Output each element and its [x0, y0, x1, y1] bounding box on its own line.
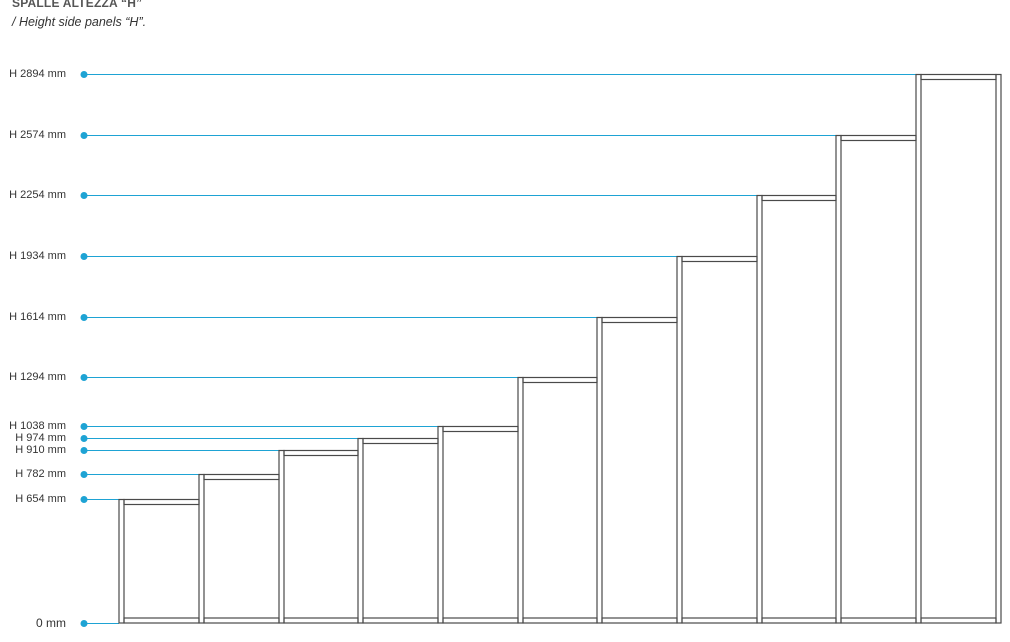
level-dot	[80, 447, 88, 454]
bottom-shelf	[442, 617, 519, 624]
level-label: H 1934 mm	[9, 250, 66, 262]
top-shelf	[203, 473, 280, 481]
side-panel	[676, 255, 683, 624]
level-dot	[80, 192, 88, 199]
side-panel	[756, 194, 763, 624]
side-panel	[596, 316, 603, 624]
bottom-shelf	[522, 617, 598, 624]
top-shelf	[522, 376, 598, 384]
side-panel	[118, 498, 125, 624]
level-label: 0 mm	[36, 616, 66, 630]
top-shelf	[920, 73, 997, 81]
level-label: H 910 mm	[15, 444, 66, 456]
bottom-shelf	[362, 617, 439, 624]
top-shelf	[681, 255, 758, 263]
bottom-shelf	[203, 617, 280, 624]
side-panel	[198, 473, 205, 624]
side-panel	[437, 425, 444, 624]
level-dot	[80, 620, 88, 627]
level-dot	[80, 132, 88, 139]
top-shelf	[840, 134, 917, 142]
level-dot	[80, 314, 88, 321]
side-panel	[915, 73, 922, 624]
bottom-shelf	[920, 617, 997, 624]
level-dot	[80, 423, 88, 430]
side-panel	[517, 376, 524, 624]
top-shelf	[442, 425, 519, 433]
level-label: H 2254 mm	[9, 189, 66, 201]
bottom-shelf	[761, 617, 837, 624]
bottom-shelf	[681, 617, 758, 624]
top-shelf	[761, 194, 837, 202]
level-label: H 1038 mm	[9, 420, 66, 432]
top-shelf	[283, 449, 359, 457]
level-label: H 782 mm	[15, 468, 66, 480]
level-label: H 1614 mm	[9, 311, 66, 323]
top-shelf	[123, 498, 200, 506]
level-label: H 2574 mm	[9, 129, 66, 141]
side-panel	[995, 73, 1002, 624]
side-panel	[835, 134, 842, 624]
level-label: H 974 mm	[15, 432, 66, 444]
level-dot	[80, 496, 88, 503]
page-subtitle: / Height side panels “H”.	[12, 15, 147, 29]
bottom-shelf	[840, 617, 917, 624]
side-panel	[278, 449, 285, 624]
bottom-shelf	[123, 617, 200, 624]
side-panel	[357, 437, 364, 624]
top-shelf	[362, 437, 439, 445]
level-dot	[80, 253, 88, 260]
level-label: H 654 mm	[15, 493, 66, 505]
page-title: SPALLE ALTEZZA “H”	[12, 0, 143, 10]
bottom-shelf	[283, 617, 359, 624]
level-label: H 2894 mm	[9, 68, 66, 80]
bottom-shelf	[601, 617, 678, 624]
level-label: H 1294 mm	[9, 371, 66, 383]
level-dot	[80, 471, 88, 478]
level-dot	[80, 435, 88, 442]
top-shelf	[601, 316, 678, 324]
level-dot	[80, 374, 88, 381]
level-dot	[80, 71, 88, 78]
